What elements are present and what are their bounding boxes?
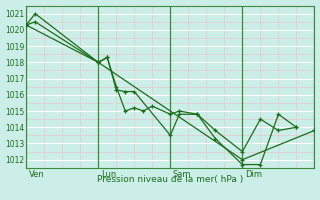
Text: Sam: Sam (173, 170, 191, 179)
Text: Dim: Dim (245, 170, 262, 179)
Text: Ven: Ven (28, 170, 44, 179)
Text: Lun: Lun (101, 170, 116, 179)
X-axis label: Pression niveau de la mer( hPa ): Pression niveau de la mer( hPa ) (97, 175, 244, 184)
